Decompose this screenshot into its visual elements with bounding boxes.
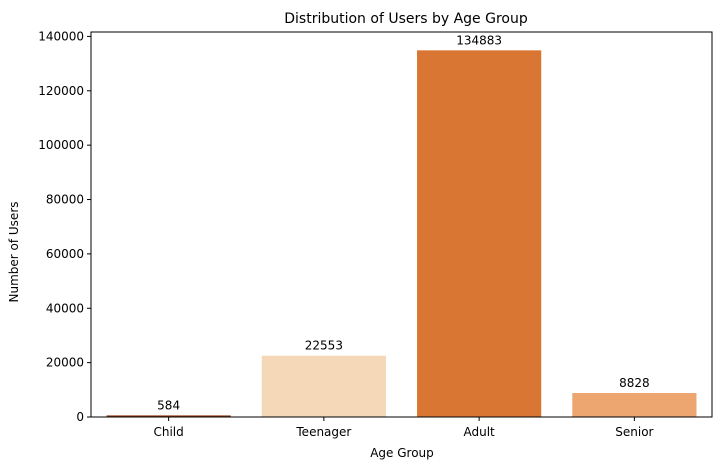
bar xyxy=(417,50,542,417)
y-tick-label: 140000 xyxy=(38,29,84,43)
plot-area: 584 Child 22553 Teenager 134883 Adult 8828 Seni… xyxy=(38,29,713,439)
data-label: 22553 xyxy=(305,339,343,353)
data-label: 584 xyxy=(157,398,180,412)
y-tick-label: 20000 xyxy=(46,356,84,370)
y-tick-label: 80000 xyxy=(46,193,84,207)
y-axis-label: Number of Users xyxy=(7,201,21,302)
plot-frame xyxy=(90,31,713,418)
y-tick-label: 0 xyxy=(76,410,84,424)
x-tick-label: Adult xyxy=(463,425,495,439)
y-tick-label: 40000 xyxy=(46,301,84,315)
bar xyxy=(261,355,386,417)
data-label: 134883 xyxy=(456,33,502,47)
data-label: 8828 xyxy=(619,376,650,390)
x-tick-label: Senior xyxy=(615,425,653,439)
bar xyxy=(572,393,697,417)
y-tick-label: 120000 xyxy=(38,84,84,98)
bar xyxy=(106,415,231,417)
y-tick-label: 100000 xyxy=(38,138,84,152)
y-tick-label: 60000 xyxy=(46,247,84,261)
x-tick-label: Child xyxy=(153,425,183,439)
chart-title: Distribution of Users by Age Group xyxy=(284,11,528,27)
x-tick-label: Teenager xyxy=(295,425,351,439)
x-axis-label: Age Group xyxy=(370,446,434,460)
